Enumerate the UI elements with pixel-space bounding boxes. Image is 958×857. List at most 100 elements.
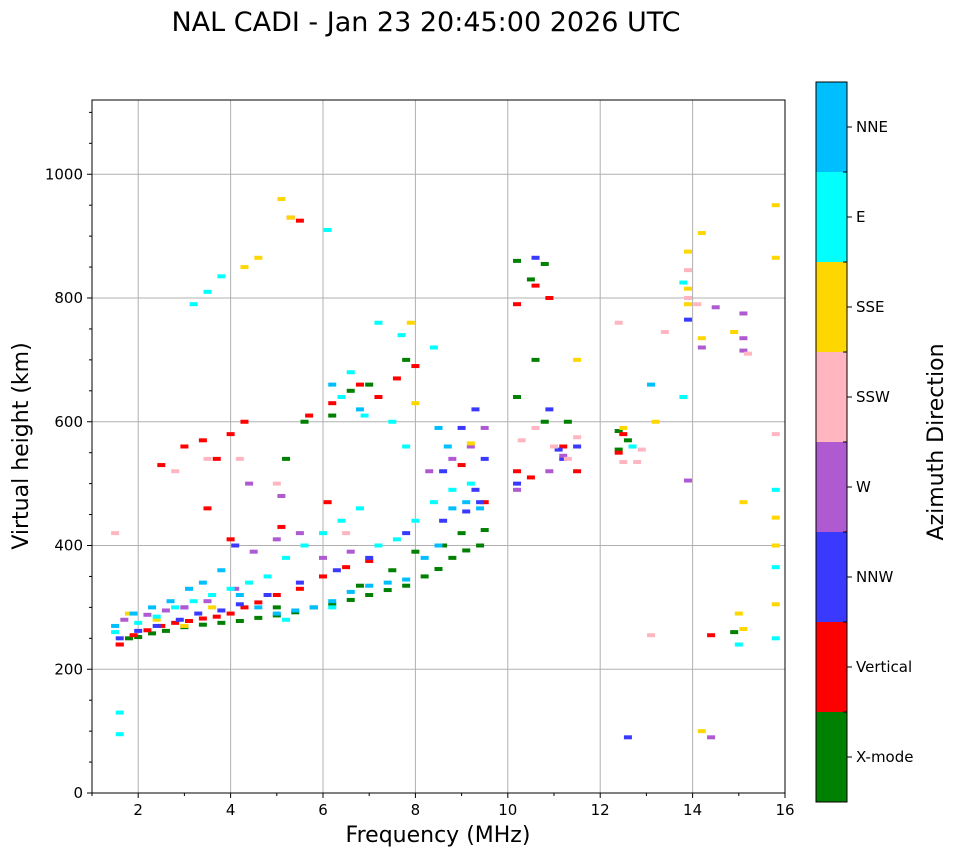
data-point — [462, 548, 471, 553]
data-point — [406, 320, 415, 325]
data-point — [286, 215, 295, 220]
data-point — [531, 255, 540, 260]
data-point — [619, 459, 628, 464]
data-point — [466, 444, 475, 449]
data-point — [771, 255, 780, 260]
data-point — [513, 302, 522, 307]
data-point — [545, 296, 554, 300]
data-point — [198, 580, 207, 585]
data-point — [471, 407, 480, 412]
data-point — [563, 419, 572, 424]
data-point — [647, 382, 656, 387]
data-point — [550, 444, 558, 449]
data-point — [148, 631, 157, 636]
colorbar-label-item: Vertical — [856, 658, 912, 676]
data-point — [319, 574, 327, 579]
data-point — [295, 218, 304, 223]
data-point — [175, 617, 184, 622]
data-point — [346, 370, 355, 375]
data-point — [203, 289, 212, 294]
data-point — [166, 599, 175, 604]
data-point — [443, 444, 452, 449]
data-point — [180, 605, 189, 610]
data-point — [439, 518, 448, 523]
data-point — [693, 302, 702, 307]
data-point — [129, 633, 138, 638]
data-point — [226, 586, 235, 591]
colorbar-segment — [816, 532, 847, 622]
data-point — [180, 623, 189, 628]
data-point — [198, 438, 207, 443]
colorbar-label-item: NNE — [856, 118, 888, 136]
grid-lines — [92, 100, 786, 794]
series-nnw — [115, 255, 692, 740]
data-point — [217, 620, 226, 625]
data-point — [319, 555, 327, 560]
data-point — [291, 608, 300, 613]
data-point — [573, 469, 582, 474]
data-point — [355, 407, 364, 412]
data-point — [240, 265, 249, 270]
data-point — [466, 441, 475, 446]
data-point — [342, 531, 351, 536]
data-point — [402, 583, 411, 588]
data-point — [730, 330, 739, 335]
data-point — [513, 395, 522, 399]
data-point — [346, 388, 355, 393]
data-point — [208, 605, 217, 610]
data-point — [429, 345, 438, 350]
data-point — [277, 494, 286, 498]
data-point — [115, 636, 124, 641]
data-point — [476, 543, 485, 548]
data-point — [328, 382, 337, 387]
data-points — [111, 197, 780, 740]
data-point — [198, 622, 207, 627]
data-point — [189, 302, 198, 307]
data-point — [739, 336, 748, 341]
data-point — [771, 432, 780, 437]
data-point — [623, 735, 632, 740]
data-point — [448, 555, 457, 560]
data-point — [323, 500, 332, 505]
colorbar-label-item: E — [856, 208, 865, 226]
data-point — [739, 500, 748, 505]
data-point — [471, 487, 480, 492]
data-point — [392, 537, 401, 542]
data-point — [226, 537, 235, 542]
data-point — [235, 602, 244, 607]
data-point — [282, 456, 291, 461]
data-point — [614, 450, 623, 455]
data-point — [143, 612, 152, 617]
data-point — [263, 593, 272, 597]
data-point — [448, 487, 457, 492]
data-point — [185, 618, 194, 623]
data-point — [771, 565, 780, 570]
colorbar-segment — [816, 352, 847, 442]
data-point — [739, 627, 748, 632]
data-point — [434, 543, 443, 548]
data-point — [198, 616, 207, 621]
data-point — [272, 605, 281, 610]
x-tick-label: 14 — [683, 801, 702, 819]
data-point — [573, 357, 582, 362]
data-point — [134, 635, 143, 640]
data-point — [402, 531, 411, 536]
data-point — [115, 710, 124, 715]
data-point — [614, 320, 623, 325]
data-point — [683, 286, 692, 291]
data-point — [771, 636, 780, 641]
data-point — [124, 611, 133, 616]
data-point — [157, 463, 166, 468]
data-point — [429, 500, 438, 505]
data-point — [771, 487, 780, 492]
data-point — [152, 623, 161, 628]
data-point — [111, 623, 120, 628]
colorbar-label-item: X-mode — [856, 748, 913, 766]
data-point — [143, 628, 152, 633]
data-point — [295, 580, 304, 585]
data-point — [383, 580, 392, 585]
data-point — [392, 376, 401, 381]
y-tick-label: 200 — [54, 660, 83, 678]
data-point — [697, 729, 706, 734]
